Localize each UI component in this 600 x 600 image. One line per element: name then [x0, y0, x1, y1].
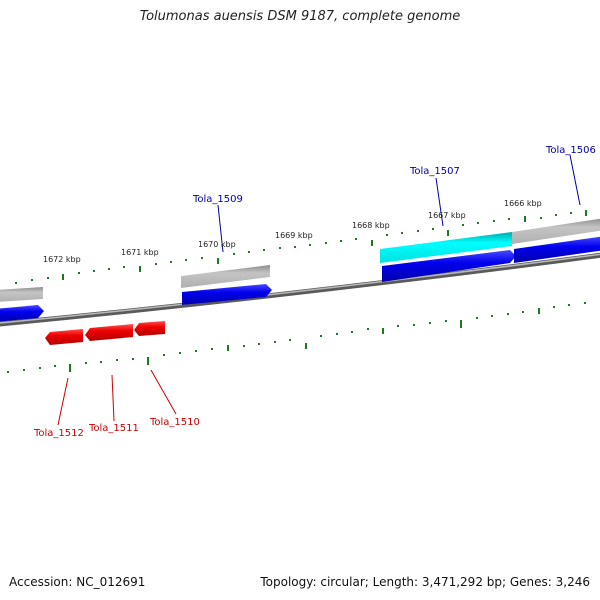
kbp-label: 1670 kbp	[198, 240, 236, 249]
kbp-label: 1672 kbp	[43, 255, 81, 264]
highlight-gene-tola-1507[interactable]	[380, 232, 512, 263]
forward-gene-tola-1509[interactable]	[182, 284, 272, 305]
accession-text: Accession: NC_012691	[9, 575, 146, 589]
forward-gene-tola-1508[interactable]	[382, 250, 516, 282]
genome-summary-text: Topology: circular; Length: 3,471,292 bp…	[260, 575, 590, 589]
gene-label-forward[interactable]: Tola_1507	[409, 166, 460, 177]
reverse-gene-tola-1511[interactable]	[85, 324, 133, 341]
other-gene-1670[interactable]	[181, 265, 270, 288]
outer-tick-ring	[15, 210, 587, 284]
gene-label-reverse[interactable]: Tola_1511	[88, 423, 139, 434]
kbp-label: 1666 kbp	[504, 199, 542, 208]
gene-label-reverse[interactable]: Tola_1510	[149, 417, 200, 428]
forward-gene-tola-1506[interactable]	[514, 236, 600, 263]
gene-label-forward[interactable]: Tola_1506	[545, 145, 596, 156]
kbp-label: 1671 kbp	[121, 248, 159, 257]
reverse-gene-tola-1512[interactable]	[45, 329, 83, 345]
reverse-gene-tola-1510[interactable]	[134, 321, 165, 336]
kbp-label: 1668 kbp	[352, 221, 390, 230]
kbp-label: 1669 kbp	[275, 231, 313, 240]
inner-tick-ring	[7, 302, 586, 373]
forward-gene-left[interactable]	[0, 305, 44, 322]
gene-label-reverse[interactable]: Tola_1512	[33, 428, 84, 439]
other-gene-left[interactable]	[0, 287, 43, 302]
other-gene-right[interactable]	[512, 218, 600, 244]
genome-backbone	[0, 252, 600, 327]
page-title: Tolumonas auensis DSM 9187, complete gen…	[139, 9, 461, 24]
leader-lines	[57, 154, 581, 426]
kbp-label: 1667 kbp	[428, 211, 466, 220]
gene-label-forward[interactable]: Tola_1509	[192, 194, 243, 205]
